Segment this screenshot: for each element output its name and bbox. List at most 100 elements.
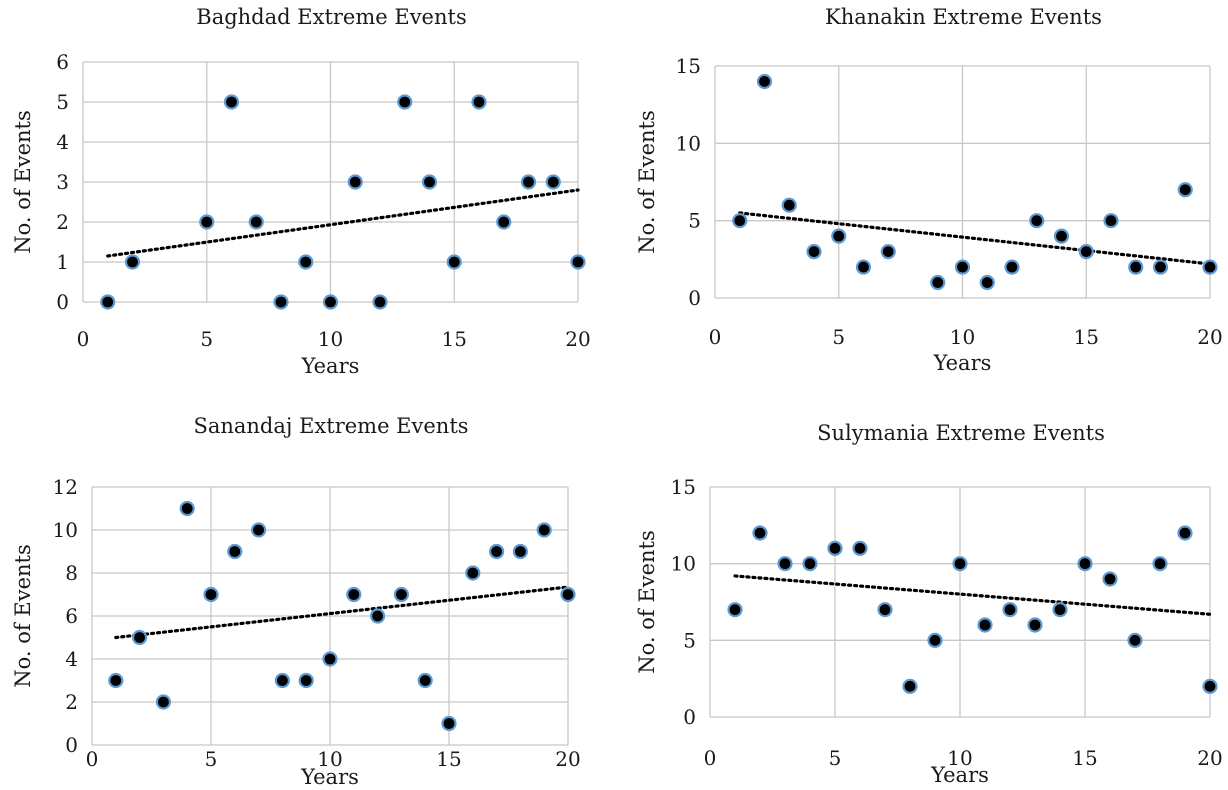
sanandaj-x-tick-label: 5 [205, 747, 218, 771]
baghdad-data-point [124, 254, 141, 270]
baghdad-x-tick-label: 10 [318, 327, 343, 351]
sanandaj-trendline [114, 585, 570, 640]
sulymania-data-point [1002, 602, 1018, 618]
sanandaj-y-axis-label: No. of Events [11, 544, 35, 687]
khanakin-data-point [1004, 259, 1020, 275]
sulymania-data-point [1077, 556, 1093, 572]
sanandaj-data-point [132, 629, 148, 646]
khanakin-trendline [738, 211, 1212, 266]
sulymania-data-point [752, 525, 768, 541]
baghdad-data-point [248, 214, 264, 230]
khanakin-data-point [1152, 259, 1169, 275]
baghdad-x-tick-label: 20 [565, 327, 590, 351]
baghdad-data-point [199, 214, 215, 230]
khanakin-y-tick-label: 15 [676, 54, 701, 78]
sanandaj-y-tick-label: 12 [53, 475, 78, 499]
chart-baghdad-svg: 0 1 2 3 4 5 6 0 5 10 15 20 Baghdad Extreme Events Yea… [11, 5, 591, 378]
chart-khanakin-svg: 0 5 10 15 0 5 10 15 20 Khanakin Extreme Events Yea… [635, 5, 1223, 375]
sulymania-data-point [977, 617, 993, 633]
khanakin-data-point [756, 73, 773, 90]
khanakin-data-point [1177, 182, 1193, 198]
khanakin-data-point [954, 259, 971, 275]
sanandaj-data-point [203, 586, 219, 603]
sanandaj-chart-title: Sanandaj Extreme Events [193, 414, 468, 438]
khanakin-x-tick-label: 5 [832, 325, 845, 349]
khanakin-x-tick-label: 20 [1197, 325, 1222, 349]
baghdad-y-tick-label: 1 [56, 250, 69, 274]
sanandaj-x-tick-label: 10 [317, 747, 342, 771]
sanandaj-data-point [441, 715, 457, 732]
baghdad-data-point [520, 174, 537, 190]
sanandaj-x-tick-label: 0 [86, 747, 99, 771]
khanakin-data-point [732, 213, 748, 229]
sanandaj-data-point [465, 565, 481, 581]
baghdad-x-tick-label: 15 [442, 327, 467, 351]
chart-baghdad: 0 1 2 3 4 5 6 0 5 10 15 20 Baghdad Extreme Events Yea… [0, 0, 614, 395]
sanandaj-y-tick-label: 10 [53, 518, 78, 542]
sulymania-data-point [952, 556, 968, 572]
chart-sanandaj: 0 2 4 6 8 10 12 0 5 10 15 20 Sanandaj Extreme Events… [0, 395, 614, 790]
baghdad-data-point [446, 254, 462, 270]
sanandaj-data-point [155, 694, 171, 710]
baghdad-data-point [372, 294, 388, 310]
sanandaj-y-tick-label: 6 [65, 604, 78, 628]
sulymania-data-point [1127, 632, 1143, 648]
baghdad-y-tick-label: 6 [56, 50, 69, 74]
chart-khanakin: 0 5 10 15 0 5 10 15 20 Khanakin Extreme Events Yea… [614, 0, 1228, 395]
baghdad-data-point [545, 174, 561, 190]
khanakin-y-axis-label: No. of Events [635, 110, 659, 253]
sanandaj-data-point [227, 543, 243, 560]
khanakin-chart-title: Khanakin Extreme Events [825, 5, 1102, 29]
khanakin-data-point [1078, 244, 1094, 260]
sulymania-data-point [827, 540, 843, 556]
baghdad-data-point [100, 294, 116, 310]
sulymania-chart-title: Sulymania Extreme Events [817, 421, 1105, 445]
sanandaj-y-tick-label: 8 [65, 561, 78, 585]
khanakin-data-point [1053, 228, 1070, 244]
khanakin-x-axis-label: Years [933, 351, 992, 375]
khanakin-x-tick-label: 10 [950, 325, 975, 349]
sulymania-y-axis-label: No. of Events [635, 530, 659, 673]
khanakin-data-point [1103, 213, 1119, 229]
sulymania-y-tick-label: 10 [671, 552, 696, 576]
chart-sanandaj-svg: 0 2 4 6 8 10 12 0 5 10 15 20 Sanandaj Extreme Events… [11, 414, 581, 789]
khanakin-data-point [855, 259, 872, 275]
sanandaj-data-point [322, 651, 338, 667]
sanandaj-x-tick-label: 15 [436, 747, 461, 771]
sanandaj-data-point [179, 500, 195, 517]
sanandaj-data-point [108, 672, 124, 689]
baghdad-x-tick-label: 5 [200, 327, 213, 351]
sulymania-data-point [727, 602, 743, 618]
chart-sulymania-svg: 0 5 10 15 0 5 10 15 20 Sulymania Extreme Events Ye… [635, 421, 1223, 787]
sanandaj-data-point [417, 672, 433, 689]
sanandaj-data-point [274, 672, 290, 689]
sulymania-x-tick-label: 10 [947, 746, 972, 770]
baghdad-x-tick-label: 0 [77, 327, 90, 351]
sulymania-data-point [1152, 556, 1168, 572]
sanandaj-data-point [251, 522, 267, 538]
baghdad-data-point [397, 94, 413, 110]
sulymania-x-tick-label: 5 [829, 746, 842, 770]
khanakin-data-point [979, 274, 995, 291]
sanandaj-data-point [298, 672, 314, 689]
sanandaj-data-point [346, 586, 362, 603]
baghdad-data-point [471, 94, 487, 110]
sanandaj-data-point [370, 608, 386, 624]
khanakin-data-point [1128, 259, 1144, 275]
khanakin-data-point [806, 244, 822, 260]
khanakin-data-point [930, 274, 946, 291]
baghdad-trendline [106, 188, 580, 258]
sanandaj-x-axis-label: Years [300, 765, 359, 789]
baghdad-data-point [421, 174, 438, 190]
baghdad-y-tick-label: 2 [56, 210, 69, 234]
baghdad-data-point [570, 254, 586, 270]
sulymania-y-tick-label: 0 [683, 705, 696, 729]
baghdad-y-axis-label: No. of Events [11, 110, 35, 253]
baghdad-data-point [298, 254, 314, 270]
khanakin-y-tick-label: 5 [688, 209, 701, 233]
baghdad-y-tick-label: 0 [56, 290, 69, 314]
baghdad-data-point [347, 174, 363, 190]
sulymania-x-tick-label: 0 [704, 746, 717, 770]
sulymania-x-tick-label: 20 [1197, 746, 1222, 770]
sulymania-data-point [1202, 678, 1218, 694]
